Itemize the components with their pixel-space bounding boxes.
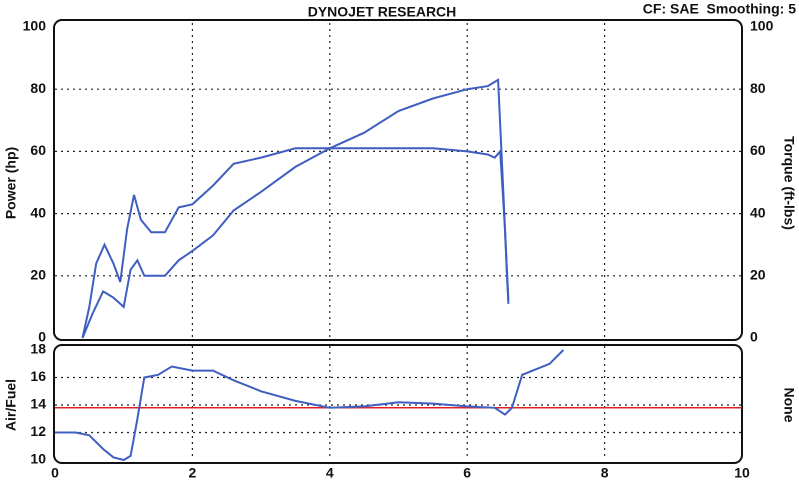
- bottom-frame: [53, 344, 743, 464]
- y-tick-label: 100: [23, 18, 47, 34]
- x-tick-label: 0: [51, 465, 59, 481]
- y-tick-label: 0: [38, 329, 46, 345]
- y-tick-label: 16: [30, 368, 46, 384]
- y2-tick-label: 60: [750, 142, 766, 158]
- data-line: [81, 78, 510, 339]
- y-tick-label: 12: [30, 423, 46, 439]
- chart-title: DYNOJET RESEARCH: [308, 4, 457, 20]
- x-tick-label: 4: [326, 465, 334, 481]
- y2-tick-label: 20: [750, 267, 766, 283]
- y-axis-label: Air/Fuel: [3, 379, 19, 431]
- data-line: [55, 349, 565, 462]
- y-tick-label: 60: [30, 142, 46, 158]
- y-tick-label: 20: [30, 267, 46, 283]
- y2-axis-label: None: [781, 388, 797, 423]
- y2-tick-label: 40: [750, 204, 766, 220]
- top-frame: [53, 19, 743, 341]
- y2-tick-label: 80: [750, 80, 766, 96]
- y2-tick-label: 0: [750, 329, 758, 345]
- y-tick-label: 40: [30, 204, 46, 220]
- x-tick-label: 10: [734, 465, 750, 481]
- y-axis-label: Power (hp): [3, 147, 19, 219]
- x-tick-label: 8: [601, 465, 609, 481]
- y-tick-label: 80: [30, 80, 46, 96]
- data-line: [81, 147, 510, 339]
- x-tick-label: 6: [463, 465, 471, 481]
- y-tick-label: 10: [30, 451, 46, 467]
- chart-subtitle: CF: SAE Smoothing: 5: [643, 1, 796, 17]
- y-tick-label: 18: [30, 341, 46, 357]
- y-tick-label: 14: [30, 396, 46, 412]
- x-tick-label: 2: [189, 465, 197, 481]
- y2-axis-label: Torque (ft-lbs): [781, 136, 797, 230]
- y2-tick-label: 100: [750, 18, 774, 34]
